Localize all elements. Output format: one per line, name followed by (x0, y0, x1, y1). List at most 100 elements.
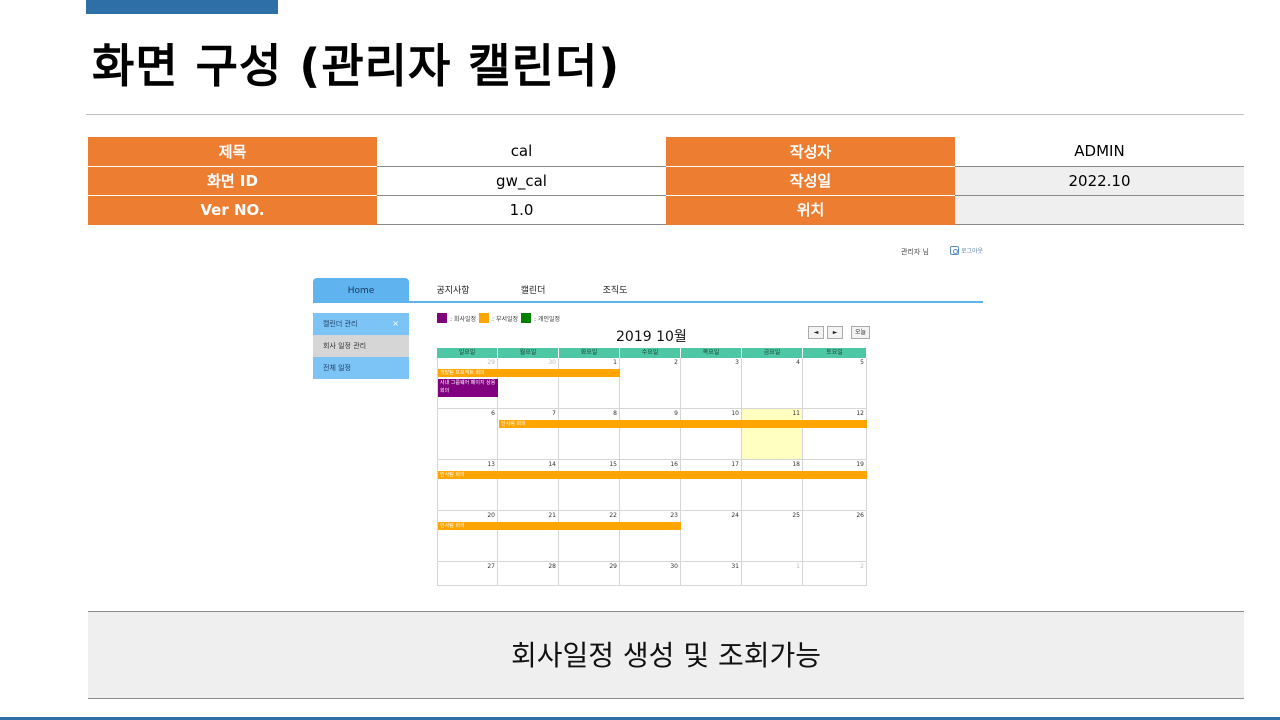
weekday-header: 월요일 (498, 348, 559, 358)
calendar-day-cell[interactable]: 13 (437, 460, 498, 511)
user-name: 관리자 님 (901, 248, 929, 256)
legend-label-department: : 부서일정 (492, 315, 519, 323)
top-accent-bar (86, 0, 278, 14)
nav-tab-notice[interactable]: 공지사항 (436, 286, 470, 296)
calendar-day-cell[interactable]: 16 (620, 460, 681, 511)
value-screen-id: gw_cal (377, 166, 666, 196)
day-number: 20 (487, 512, 495, 519)
calendar-day-cell[interactable]: 9 (620, 409, 681, 460)
day-number: 21 (548, 512, 556, 519)
day-number: 2 (674, 359, 678, 366)
weekday-header: 화요일 (559, 348, 620, 358)
calendar-day-cell[interactable]: 20 (437, 511, 498, 562)
calendar-day-cell[interactable]: 25 (742, 511, 803, 562)
calendar-day-cell[interactable]: 31 (681, 562, 742, 586)
calendar-day-cell[interactable]: 6 (437, 409, 498, 460)
calendar-day-cell[interactable]: 8 (559, 409, 620, 460)
calendar-day-cell[interactable]: 14 (498, 460, 559, 511)
calendar-day-cell[interactable]: 28 (498, 562, 559, 586)
calendar-day-cell[interactable]: 4 (742, 358, 803, 409)
calendar-day-cell[interactable]: 27 (437, 562, 498, 586)
calendar-month-title: 2019 10월 (616, 329, 687, 345)
day-number: 31 (731, 563, 739, 570)
sidebar-item-all-schedule[interactable]: 전체 일정 (313, 357, 409, 379)
calendar-day-cell[interactable]: 7 (498, 409, 559, 460)
logout-button[interactable]: 로그아웃 (950, 246, 983, 255)
day-number: 5 (860, 359, 864, 366)
calendar-app-screenshot: 관리자 님 로그아웃 Home 공지사항 캘린더 조직도 캘린더 관리 × 회사… (313, 240, 985, 586)
bottom-accent-line (0, 717, 1280, 720)
calendar-day-cell[interactable]: 5 (803, 358, 867, 409)
calendar-grid: 일요일 월요일 화요일 수요일 목요일 금요일 토요일 29 30 1 2 3 4 5 6 7 8 9 10 11 12… (437, 348, 867, 586)
schedule-legend: : 회사일정 : 부서일정 : 개인일정 (437, 313, 560, 323)
nav-tab-calendar[interactable]: 캘린더 (520, 286, 546, 296)
next-month-button[interactable]: ► (827, 326, 843, 339)
label-date: 작성일 (666, 166, 955, 196)
legend-label-personal: : 개인일정 (534, 315, 561, 323)
calendar-event[interactable]: 개발팀 프로젝트 회의 (438, 369, 620, 377)
day-number: 29 (487, 359, 495, 366)
day-number: 19 (856, 461, 864, 468)
legend-swatch-department (479, 313, 490, 323)
calendar-day-cell[interactable]: 24 (681, 511, 742, 562)
title-divider (86, 114, 1244, 115)
calendar-day-cell[interactable]: 1 (559, 358, 620, 409)
weekday-header: 토요일 (803, 348, 867, 358)
calendar-event[interactable]: 인사팀 회의 (499, 420, 867, 428)
day-number: 17 (731, 461, 739, 468)
calendar-day-cell[interactable]: 3 (681, 358, 742, 409)
sidebar-item-company-schedule[interactable]: 회사 일정 관리 (313, 335, 409, 357)
legend-swatch-company (437, 313, 447, 323)
value-author: ADMIN (955, 137, 1244, 167)
value-date: 2022.10 (955, 166, 1244, 196)
calendar-event[interactable]: 인사팀 회의 (438, 471, 867, 479)
calendar-day-cell[interactable]: 15 (559, 460, 620, 511)
document-info-table: 제목 cal 작성자 ADMIN 화면 ID gw_cal 작성일 2022.1… (88, 137, 1244, 225)
legend-swatch-personal (521, 313, 532, 323)
day-number: 1 (796, 563, 800, 570)
calendar-day-cell[interactable]: 22 (559, 511, 620, 562)
calendar-event[interactable]: 사내 그룹웨어 페이지 상용 회의 (438, 379, 498, 397)
day-number: 3 (735, 359, 739, 366)
weekday-header: 금요일 (742, 348, 803, 358)
day-number: 30 (548, 359, 556, 366)
calendar-day-cell[interactable]: 12 (803, 409, 867, 460)
day-number: 14 (548, 461, 556, 468)
calendar-day-cell[interactable]: 2 (620, 358, 681, 409)
value-title: cal (377, 137, 666, 167)
day-number: 29 (609, 563, 617, 570)
weekday-header: 목요일 (681, 348, 742, 358)
prev-month-button[interactable]: ◄ (808, 326, 824, 339)
calendar-day-cell[interactable]: 18 (742, 460, 803, 511)
calendar-day-cell[interactable]: 30 (620, 562, 681, 586)
calendar-day-cell[interactable]: 19 (803, 460, 867, 511)
day-number: 4 (796, 359, 800, 366)
calendar-nav: ◄ ► 오늘 (808, 326, 871, 339)
calendar-day-cell[interactable]: 1 (742, 562, 803, 586)
calendar-day-cell[interactable]: 23 (620, 511, 681, 562)
nav-tab-org-chart[interactable]: 조직도 (602, 286, 628, 296)
calendar-day-cell[interactable]: 17 (681, 460, 742, 511)
calendar-day-cell[interactable]: 11 (742, 409, 803, 460)
calendar-day-cell[interactable]: 2 (803, 562, 867, 586)
calendar-event[interactable]: 인사팀 회의 (438, 522, 681, 530)
today-button[interactable]: 오늘 (851, 326, 871, 339)
sidebar-header-calendar-admin[interactable]: 캘린더 관리 × (313, 313, 409, 335)
day-number: 2 (860, 563, 864, 570)
calendar-day-cell[interactable]: 29 (559, 562, 620, 586)
day-number: 24 (731, 512, 739, 519)
calendar-day-cell[interactable]: 30 (498, 358, 559, 409)
nav-tab-home[interactable]: Home (313, 278, 409, 302)
calendar-day-cell[interactable]: 21 (498, 511, 559, 562)
day-number: 27 (487, 563, 495, 570)
calendar-day-cell[interactable]: 26 (803, 511, 867, 562)
day-number: 13 (487, 461, 495, 468)
calendar-day-cell[interactable]: 10 (681, 409, 742, 460)
day-number: 16 (670, 461, 678, 468)
close-icon[interactable]: × (392, 319, 399, 328)
info-row-screen-id: 화면 ID gw_cal 작성일 2022.10 (88, 166, 1244, 196)
day-number: 18 (792, 461, 800, 468)
day-number: 6 (491, 410, 495, 417)
description-box: 회사일정 생성 및 조회가능 (88, 611, 1244, 699)
description-text: 회사일정 생성 및 조회가능 (510, 639, 822, 672)
